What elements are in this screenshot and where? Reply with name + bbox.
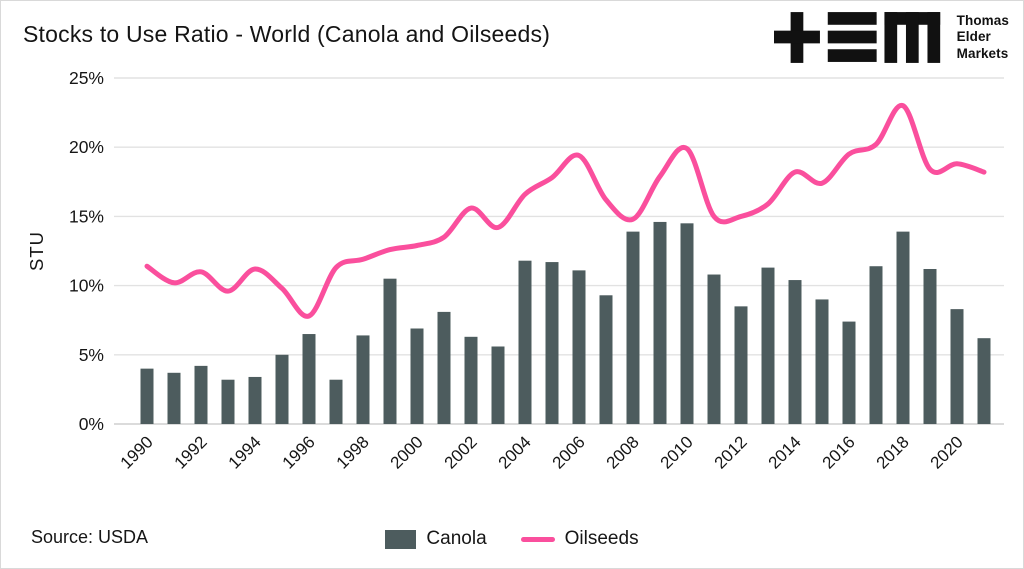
bar-2001	[437, 311, 451, 424]
bar-2006	[572, 270, 586, 424]
canola-bars	[140, 221, 991, 424]
oilseeds-line-icon	[520, 536, 555, 542]
bar-2015	[815, 299, 829, 424]
bar-1990	[140, 368, 154, 424]
bar-1994	[248, 376, 262, 424]
legend-label-canola: Canola	[426, 528, 487, 549]
x-tick-label: 2006	[549, 432, 589, 472]
x-tick-label: 2012	[711, 432, 751, 472]
gridlines	[114, 77, 1004, 425]
tem-logo-mark-icon	[773, 12, 940, 63]
y-tick-label: 5%	[79, 345, 104, 365]
logo-line-elder: Elder	[956, 29, 991, 45]
x-axis-tick-labels: 1990 1992 1994 1996 1998 2000 2002 2004 2006 2008…	[117, 432, 967, 472]
bar-1999	[383, 278, 397, 424]
bar-2018	[896, 231, 910, 424]
bar-2000	[410, 328, 424, 424]
bar-2011	[707, 274, 721, 424]
logo-plus-horizontal	[773, 30, 820, 44]
x-tick-label: 1992	[171, 432, 211, 472]
bar-2013	[761, 267, 775, 424]
x-tick-label: 2000	[387, 432, 427, 472]
y-axis-title: STU	[26, 231, 47, 271]
bar-2016	[842, 321, 856, 424]
y-tick-label: 15%	[69, 206, 104, 226]
x-tick-label: 2016	[819, 432, 859, 472]
bar-1993	[221, 379, 235, 424]
x-tick-label: 2010	[657, 432, 697, 472]
logo-m-right	[927, 12, 940, 63]
y-tick-label: 0%	[79, 414, 104, 434]
logo-bar-middle	[827, 30, 877, 44]
bar-2021	[977, 338, 991, 424]
x-tick-label: 1996	[279, 432, 319, 472]
bar-2009	[653, 221, 667, 424]
page-title: Stocks to Use Ratio - World (Canola and …	[23, 21, 551, 47]
y-tick-label: 25%	[69, 68, 104, 88]
x-tick-label: 1994	[225, 432, 265, 472]
x-tick-label: 2018	[873, 432, 913, 472]
bar-1995	[275, 354, 289, 424]
bar-2012	[734, 306, 748, 424]
logo-line-markets: Markets	[956, 45, 1009, 61]
chart-legend: Canola Oilseeds	[1, 528, 1023, 550]
logo-m-left	[884, 12, 897, 63]
bar-1997	[329, 379, 343, 424]
y-tick-label: 10%	[69, 276, 104, 296]
x-tick-label: 1990	[117, 432, 157, 472]
bar-2004	[518, 260, 532, 424]
legend-label-oilseeds: Oilseeds	[564, 528, 639, 549]
bar-1998	[356, 335, 370, 424]
logo-bar-top	[827, 12, 877, 25]
logo-line-thomas: Thomas	[956, 12, 1009, 28]
canola-swatch-icon	[385, 529, 417, 549]
bar-2014	[788, 280, 802, 424]
bar-1996	[302, 334, 316, 424]
x-tick-label: 2020	[927, 432, 967, 472]
y-tick-label: 20%	[69, 137, 104, 157]
x-tick-label: 1998	[333, 432, 373, 472]
logo-bar-bottom	[827, 49, 877, 62]
bar-2003	[491, 346, 505, 424]
x-tick-label: 2008	[603, 432, 643, 472]
tem-logo: Thomas Elder Markets	[773, 11, 1009, 64]
bar-2008	[626, 231, 640, 424]
bar-2007	[599, 295, 613, 424]
x-tick-label: 2014	[765, 432, 805, 472]
x-tick-label: 2002	[441, 432, 481, 472]
source-note: Source: USDA	[31, 527, 149, 547]
logo-m-center	[905, 12, 919, 63]
bar-1992	[194, 365, 208, 424]
bar-2017	[869, 266, 883, 424]
y-axis-tick-labels: 0% 5% 10% 15% 20% 25%	[69, 68, 104, 434]
bar-2002	[464, 336, 478, 424]
logo-wordmark: Thomas Elder Markets	[957, 13, 1009, 62]
bar-2005	[545, 262, 559, 424]
x-tick-label: 2004	[495, 432, 535, 472]
bar-2020	[950, 309, 964, 424]
bar-2019	[923, 268, 937, 424]
oilseeds-line	[144, 103, 987, 319]
bar-1991	[167, 372, 181, 424]
bar-2010	[680, 223, 694, 424]
